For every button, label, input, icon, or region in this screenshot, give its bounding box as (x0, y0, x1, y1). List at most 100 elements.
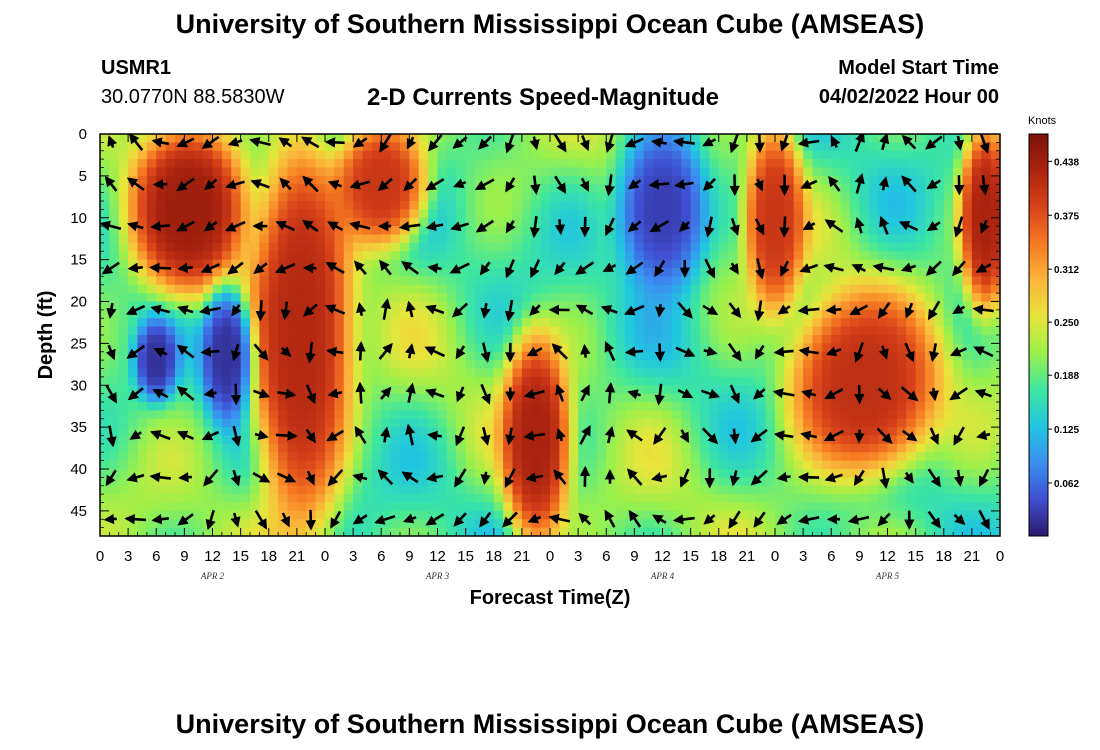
heatmap-cell (578, 284, 589, 294)
heatmap-cell (765, 326, 776, 336)
heatmap-cell (268, 293, 279, 303)
heatmap-cell (493, 360, 504, 370)
heatmap-cell (400, 360, 410, 370)
heatmap-cell (896, 368, 907, 378)
heatmap-cell (221, 318, 232, 328)
current-vector (177, 305, 194, 316)
heatmap-cell (662, 192, 673, 202)
heatmap-cell (700, 251, 710, 261)
heatmap-cell (259, 485, 270, 495)
heatmap-cell (446, 167, 457, 177)
heatmap-cell (231, 209, 242, 219)
heatmap-cell (868, 435, 879, 445)
heatmap-cell (109, 502, 120, 512)
heatmap-cell (831, 318, 842, 328)
heatmap-cell (934, 376, 945, 386)
heatmap-cell (821, 209, 832, 219)
heatmap-cell (962, 343, 973, 353)
current-vector (553, 134, 567, 153)
heatmap-cell (728, 376, 739, 386)
heatmap-cell (700, 469, 710, 478)
heatmap-cell (643, 234, 654, 244)
heatmap-cell (109, 418, 120, 428)
heatmap-cell (437, 502, 448, 512)
heatmap-cell (343, 460, 354, 470)
heatmap-cell (906, 150, 917, 160)
heatmap-cell (109, 217, 120, 227)
heatmap-cell (690, 418, 701, 428)
heatmap-cell (306, 150, 317, 160)
heatmap-cell (615, 368, 626, 378)
heatmap-cell (343, 410, 354, 420)
heatmap-cell (859, 385, 870, 395)
heatmap-cell (934, 502, 945, 512)
heatmap-cell (465, 360, 476, 370)
heatmap-cell (446, 519, 457, 529)
heatmap-cell (971, 201, 982, 210)
heatmap-cell (615, 376, 626, 386)
heatmap-cell (596, 234, 607, 244)
current-vector (901, 429, 918, 442)
x-tick-label: 0 (96, 548, 104, 565)
heatmap-cell (793, 242, 804, 252)
heatmap-cell (325, 368, 335, 378)
heatmap-cell (475, 402, 485, 411)
current-vector (776, 471, 791, 483)
heatmap-cell (353, 242, 364, 252)
heatmap-cell (784, 527, 795, 536)
heatmap-cell (821, 427, 832, 437)
heatmap-cell (240, 427, 251, 437)
heatmap-cell (587, 268, 598, 277)
heatmap-cell (240, 477, 251, 487)
heatmap-cell (371, 343, 382, 353)
heatmap-cell (156, 485, 167, 495)
heatmap-cell (690, 360, 701, 370)
heatmap-cell (962, 502, 973, 512)
heatmap-cell (784, 259, 795, 269)
heatmap-cell (512, 494, 523, 504)
heatmap-cell (437, 268, 448, 277)
heatmap-cell (896, 469, 907, 478)
current-vector (679, 220, 691, 232)
heatmap-cell (681, 209, 692, 219)
heatmap-cell (390, 134, 401, 143)
heatmap-cell (653, 385, 664, 395)
heatmap-cell (315, 259, 326, 269)
heatmap-cell (737, 494, 748, 504)
heatmap-cell (100, 418, 110, 428)
heatmap-cell (765, 284, 776, 294)
heatmap-cell (390, 150, 401, 160)
heatmap-cell (775, 276, 785, 286)
heatmap-cell (596, 326, 607, 336)
heatmap-cell (475, 343, 485, 353)
heatmap-cell (709, 150, 720, 160)
heatmap-cell (596, 485, 607, 495)
heatmap-cell (934, 452, 945, 462)
heatmap-cell (615, 192, 626, 202)
heatmap-cell (868, 251, 879, 261)
heatmap-cell (700, 209, 710, 219)
heatmap-cell (100, 309, 110, 319)
heatmap-cell (118, 326, 129, 336)
heatmap-cell (165, 443, 176, 453)
heatmap-cell (756, 410, 767, 420)
heatmap-cell (606, 460, 617, 470)
heatmap-cell (268, 309, 279, 319)
heatmap-cell (250, 309, 260, 319)
heatmap-cell (437, 452, 448, 462)
heatmap-cell (643, 326, 654, 336)
heatmap-cell (165, 502, 176, 512)
heatmap-cell (803, 209, 814, 219)
heatmap-cell (521, 293, 532, 303)
heatmap-cell (690, 402, 701, 411)
heatmap-cell (100, 351, 110, 361)
heatmap-cell (418, 293, 429, 303)
current-vector (580, 384, 590, 402)
heatmap-cell (915, 318, 926, 328)
heatmap-cell (643, 494, 654, 504)
heatmap-cell (221, 402, 232, 411)
heatmap-cell (493, 150, 504, 160)
heatmap-cell (671, 301, 682, 311)
heatmap-cell (156, 150, 167, 160)
heatmap-cell (371, 234, 382, 244)
